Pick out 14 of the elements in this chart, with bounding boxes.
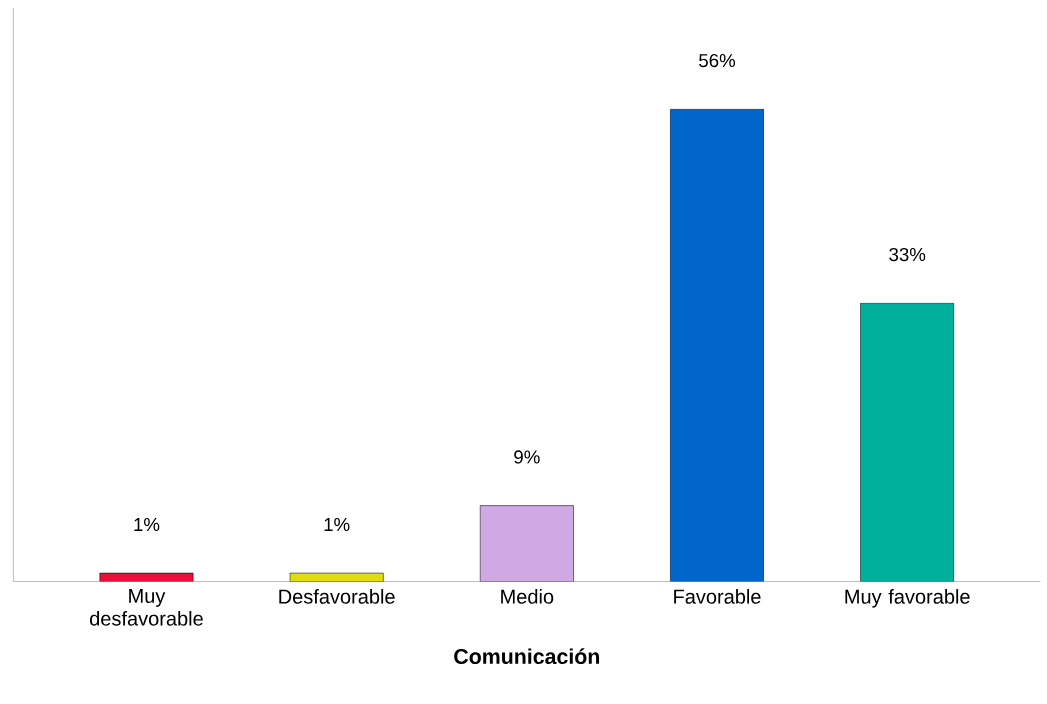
- x-tick-label: Desfavorable: [279, 588, 395, 604]
- x-axis-title: Comunicación: [454, 648, 600, 664]
- data-label: 1%: [324, 517, 350, 531]
- data-label: 56%: [699, 53, 736, 68]
- x-tick-label: Medio: [501, 588, 554, 604]
- bar: [860, 302, 955, 582]
- bar: [479, 505, 574, 582]
- x-tick-label: Favorable: [674, 588, 761, 604]
- bar: [670, 108, 764, 582]
- x-tick-label: Muy desfavorable: [90, 588, 203, 626]
- data-label: 33%: [889, 247, 926, 262]
- data-label: 1%: [134, 517, 160, 531]
- data-label: 9%: [514, 450, 540, 464]
- x-tick-label: Muy favorable: [845, 588, 970, 608]
